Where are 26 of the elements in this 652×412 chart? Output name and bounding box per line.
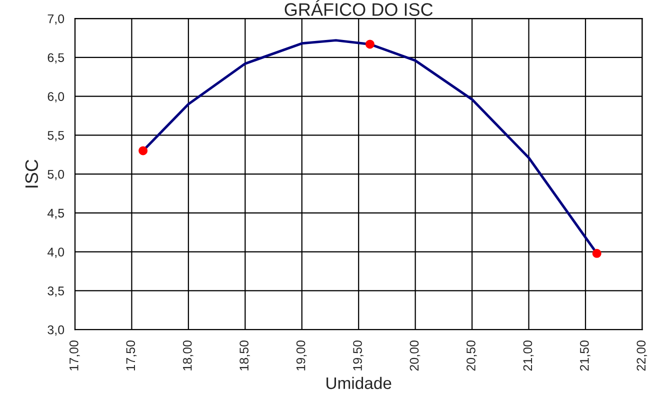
- y-axis-title: ISC: [25, 160, 38, 188]
- x-tick-label: 18,00: [182, 340, 194, 370]
- point: [365, 40, 374, 49]
- x-tick-label: 20,50: [466, 340, 477, 371]
- x-tick-label: 22,00: [636, 340, 648, 371]
- y-tick-label: 6,5: [48, 53, 64, 64]
- x-axis-title: Umidade: [326, 376, 392, 390]
- x-tick-label: 17,00: [69, 340, 80, 370]
- y-tick-label: 6,0: [48, 92, 64, 102]
- y-tick-label: 4,5: [47, 208, 64, 220]
- x-tick-label: 21,00: [523, 340, 534, 371]
- y-tick-label: 3,5: [48, 286, 64, 297]
- point: [592, 248, 602, 258]
- x-tick-label: 18,50: [240, 340, 250, 370]
- x-tick-label: 17,50: [126, 340, 137, 370]
- x-tick-label: 19,50: [353, 340, 364, 370]
- x-tick-label: 19,00: [296, 340, 307, 370]
- x-tick-label: 20,00: [410, 340, 420, 371]
- chart-title: GRÁFICO DO ISC: [284, 0, 433, 16]
- y-tick-label: 5,0: [48, 170, 64, 180]
- y-tick-label: 7,0: [48, 14, 64, 25]
- y-tick-label: 4,0: [47, 248, 64, 258]
- point: [138, 146, 148, 156]
- y-tick-label: 3,0: [48, 325, 64, 336]
- y-tick-label: 5,5: [48, 131, 64, 142]
- x-tick-label: 21,50: [580, 340, 590, 371]
